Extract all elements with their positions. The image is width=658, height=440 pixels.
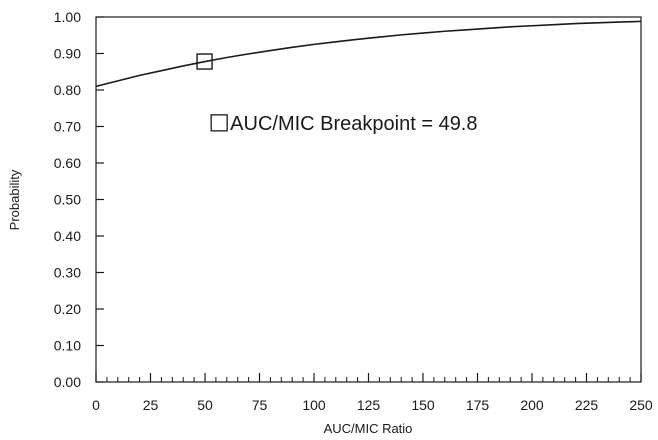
y-tick-label: 1.00 — [54, 9, 81, 25]
breakpoint-annotation: AUC/MIC Breakpoint = 49.8 — [230, 113, 477, 135]
x-tick-label: 100 — [302, 397, 326, 413]
y-tick-label: 0.40 — [54, 228, 81, 244]
legend-marker — [210, 114, 228, 132]
tick-label-group: 0 25 50 75 100 125 150 175 200 225 250 0.00 0.10 0.20… — [54, 9, 653, 413]
x-tick-label: 125 — [357, 397, 381, 413]
series-line — [95, 20, 642, 88]
y-tick-label: 0.70 — [54, 119, 81, 135]
y-tick-label: 0.50 — [54, 192, 81, 208]
x-axis-title: AUC/MIC Ratio — [324, 421, 413, 436]
y-tick-label: 0.20 — [54, 301, 81, 317]
plot-frame — [95, 16, 642, 383]
x-tick-label: 225 — [575, 397, 599, 413]
y-tick-label: 0.60 — [54, 155, 81, 171]
tick-group — [95, 16, 642, 383]
y-tick-label: 0.10 — [54, 338, 81, 354]
x-tick-label: 0 — [92, 397, 100, 413]
x-tick-label: 250 — [629, 397, 653, 413]
x-tick-label: 175 — [466, 397, 490, 413]
y-axis-title: Probability — [7, 169, 22, 230]
x-tick-label: 50 — [197, 397, 213, 413]
x-tick-label: 25 — [143, 397, 159, 413]
y-tick-label: 0.00 — [54, 374, 81, 390]
x-tick-label: 150 — [411, 397, 435, 413]
x-tick-label: 200 — [520, 397, 544, 413]
x-tick-label: 75 — [252, 397, 268, 413]
y-tick-label: 0.30 — [54, 265, 81, 281]
y-tick-label: 0.90 — [54, 46, 81, 62]
breakpoint-marker — [196, 53, 213, 70]
y-tick-label: 0.80 — [54, 82, 81, 98]
